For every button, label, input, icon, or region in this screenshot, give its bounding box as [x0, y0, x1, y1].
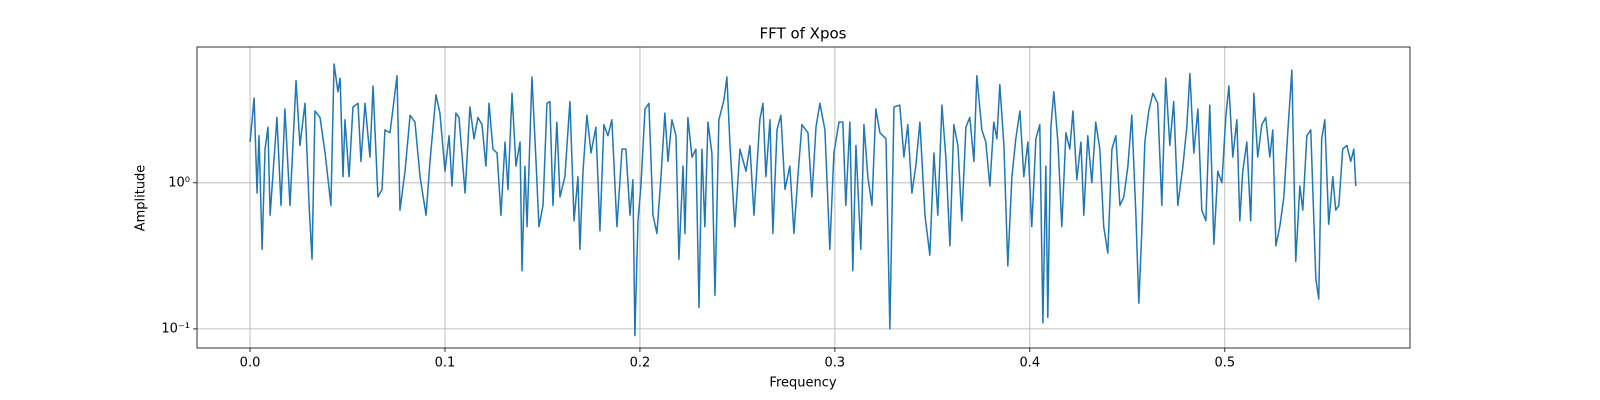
y-axis-label: Amplitude — [134, 165, 149, 232]
x-tick-label: 0.0 — [240, 356, 261, 371]
x-tick-label: 0.5 — [1214, 356, 1235, 371]
x-tick-label: 0.3 — [825, 356, 846, 371]
y-tick-label: 10⁻¹ — [161, 321, 190, 336]
x-tick-label: 0.2 — [630, 356, 651, 371]
chart-title: FFT of Xpos — [760, 25, 847, 43]
axes-frame — [196, 46, 1411, 349]
x-tick-label: 0.4 — [1019, 356, 1040, 371]
x-axis-label: Frequency — [769, 376, 836, 391]
y-tick-label: 10⁰ — [168, 175, 190, 190]
data-line — [249, 63, 1357, 337]
x-tick-label: 0.1 — [435, 356, 456, 371]
